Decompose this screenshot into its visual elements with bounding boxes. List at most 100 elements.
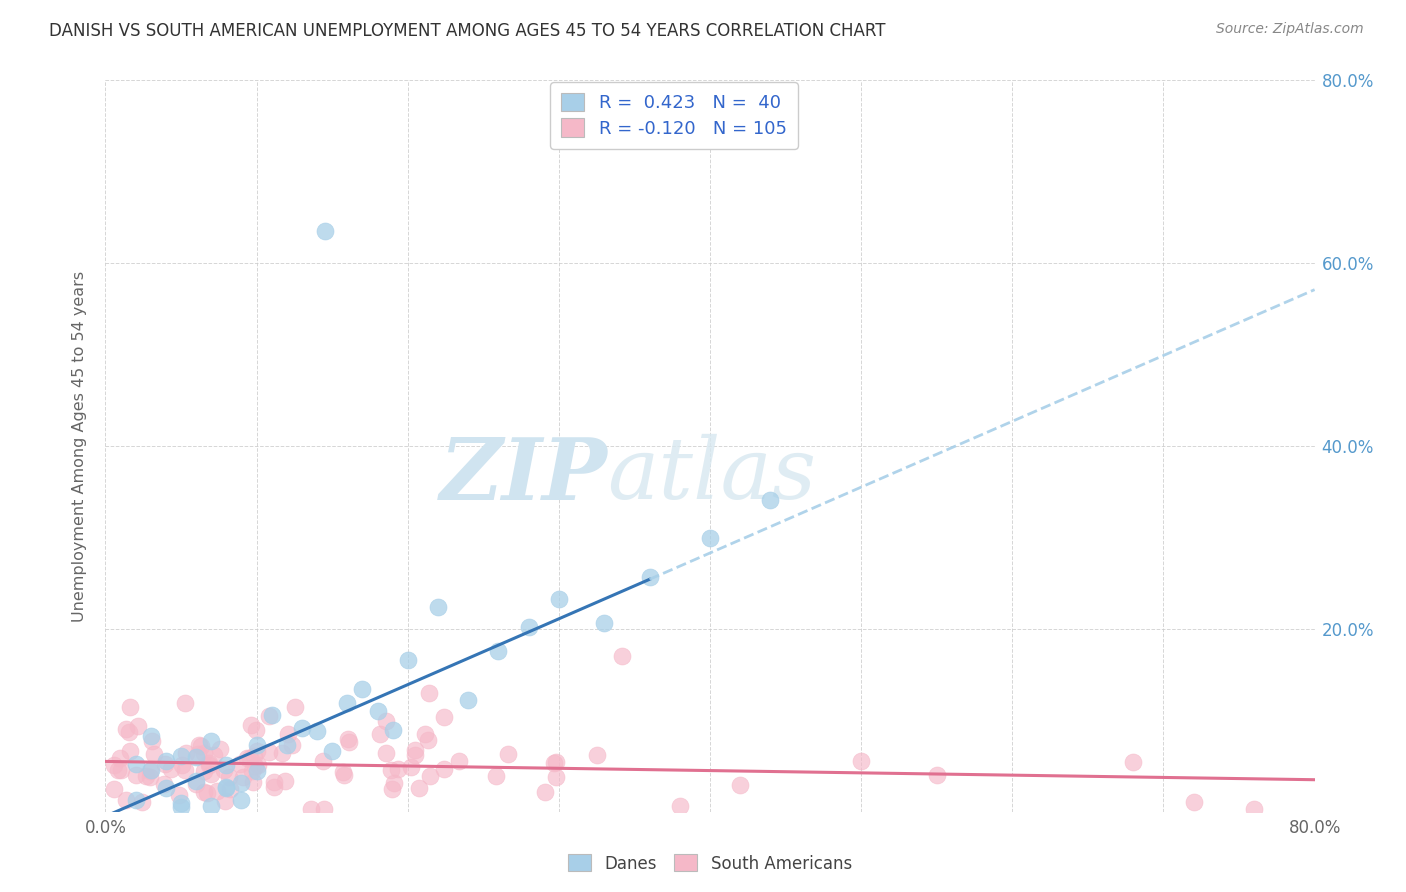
Point [517, 620, 540, 634]
Legend: Danes, South Americans: Danes, South Americans [561, 847, 859, 880]
Point [381, 723, 404, 738]
Point [375, 747, 398, 761]
Point [215, 757, 238, 772]
Point [243, 759, 266, 773]
Point [543, 756, 565, 771]
Point [200, 798, 222, 813]
Point [214, 794, 236, 808]
Text: ZIP: ZIP [440, 434, 607, 517]
Point [236, 751, 259, 765]
Point [218, 770, 240, 784]
Point [139, 770, 162, 784]
Point [257, 709, 280, 723]
Point [246, 738, 269, 752]
Point [243, 749, 266, 764]
Point [586, 747, 609, 762]
Point [131, 795, 153, 809]
Point [533, 785, 555, 799]
Point [280, 738, 302, 752]
Point [107, 763, 129, 777]
Point [167, 789, 190, 803]
Point [170, 749, 193, 764]
Point [174, 696, 197, 710]
Point [427, 599, 450, 614]
Point [337, 734, 360, 748]
Point [127, 719, 149, 733]
Point [433, 763, 456, 777]
Point [215, 781, 238, 796]
Text: atlas: atlas [607, 434, 817, 516]
Point [336, 697, 359, 711]
Point [195, 786, 218, 800]
Point [399, 760, 422, 774]
Point [263, 775, 285, 789]
Point [246, 764, 269, 778]
Point [380, 763, 402, 777]
Point [153, 777, 176, 791]
Point [200, 766, 222, 780]
Point [1122, 755, 1144, 769]
Point [544, 770, 567, 784]
Point [193, 746, 215, 760]
Text: DANISH VS SOUTH AMERICAN UNEMPLOYMENT AMONG AGES 45 TO 54 YEARS CORRELATION CHAR: DANISH VS SOUTH AMERICAN UNEMPLOYMENT AM… [49, 22, 886, 40]
Point [257, 745, 280, 759]
Point [638, 569, 661, 583]
Point [141, 734, 163, 748]
Point [103, 781, 125, 796]
Point [118, 700, 141, 714]
Point [242, 774, 264, 789]
Point [299, 802, 322, 816]
Point [200, 734, 222, 748]
Point [610, 649, 633, 664]
Point [170, 800, 193, 814]
Point [321, 744, 343, 758]
Point [115, 792, 138, 806]
Point [186, 774, 208, 789]
Point [291, 722, 314, 736]
Point [139, 764, 162, 779]
Point [218, 782, 240, 797]
Point [314, 224, 336, 238]
Point [190, 739, 212, 754]
Point [271, 746, 294, 760]
Point [849, 755, 872, 769]
Point [1243, 802, 1265, 816]
Point [239, 718, 262, 732]
Point [488, 644, 510, 658]
Point [311, 755, 333, 769]
Point [174, 746, 197, 760]
Point [260, 707, 283, 722]
Point [263, 780, 285, 795]
Point [433, 710, 456, 724]
Point [125, 756, 148, 771]
Point [730, 778, 752, 792]
Point [416, 733, 439, 747]
Point [186, 749, 208, 764]
Point [336, 732, 359, 747]
Point [155, 781, 177, 796]
Point [408, 780, 430, 795]
Point [246, 744, 269, 758]
Y-axis label: Unemployment Among Ages 45 to 54 years: Unemployment Among Ages 45 to 54 years [72, 270, 87, 622]
Point [382, 776, 405, 790]
Point [160, 762, 183, 776]
Point [110, 750, 132, 764]
Point [484, 769, 506, 783]
Point [276, 738, 298, 752]
Point [198, 756, 221, 771]
Point [381, 782, 404, 797]
Point [368, 727, 391, 741]
Point [418, 686, 440, 700]
Point [548, 592, 571, 607]
Point [232, 770, 254, 784]
Point [193, 785, 215, 799]
Point [413, 727, 436, 741]
Point [193, 764, 215, 778]
Point [1182, 795, 1205, 809]
Point [759, 493, 782, 508]
Point [184, 777, 207, 791]
Point [135, 769, 157, 783]
Text: Source: ZipAtlas.com: Source: ZipAtlas.com [1216, 22, 1364, 37]
Point [387, 763, 409, 777]
Point [593, 615, 616, 630]
